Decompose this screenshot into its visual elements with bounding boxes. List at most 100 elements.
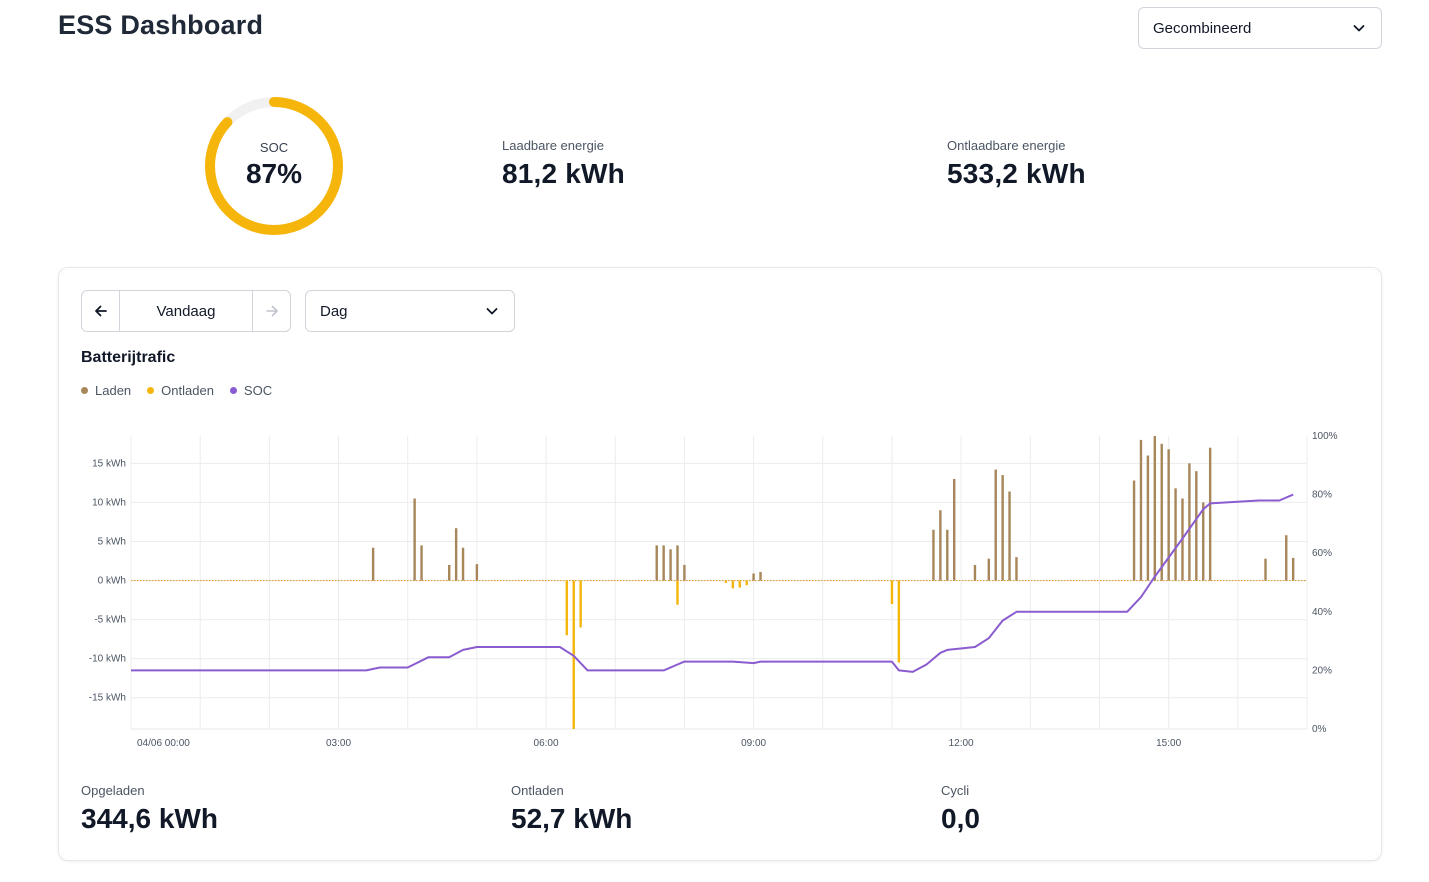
ontladen-bar xyxy=(890,580,894,604)
mode-select-value: Gecombineerd xyxy=(1153,19,1252,37)
date-navigator: Vandaag xyxy=(81,290,291,332)
soc-label: SOC xyxy=(259,140,289,155)
y-left-tick-label: -10 kWh xyxy=(89,654,126,665)
laden-bar xyxy=(932,529,935,581)
stat-cycles: Cycli 0,0 xyxy=(941,783,980,835)
laden-bar xyxy=(1008,491,1011,581)
y-left-tick-label: 10 kWh xyxy=(92,497,126,508)
ontladen-bar xyxy=(676,580,679,605)
x-tick-label: 03:00 xyxy=(326,738,351,749)
y-left-tick-label: 0 kWh xyxy=(98,576,126,587)
laden-bar xyxy=(371,547,375,581)
previous-day-button[interactable] xyxy=(82,291,120,331)
x-tick-label: 12:00 xyxy=(949,738,974,749)
laden-bar xyxy=(1146,455,1150,581)
ontladen-bar xyxy=(731,580,735,589)
x-tick-label: 04/06 00:00 xyxy=(137,738,190,749)
laden-bar xyxy=(1153,436,1157,581)
next-day-button[interactable] xyxy=(252,291,290,331)
laden-bar xyxy=(1195,471,1198,581)
legend-label: Laden xyxy=(95,383,132,398)
battery-traffic-chart: 15 kWh 10 kWh 5 kWh 0 kWh -5 kWh -10 kWh -15 k… xyxy=(89,431,1338,749)
period-select[interactable]: Dag xyxy=(305,290,515,332)
ontladen-bar xyxy=(579,580,582,628)
chart-legend: Laden Ontladen SOC xyxy=(81,383,272,398)
legend-item-laden[interactable]: Laden xyxy=(81,383,131,398)
arrow-right-icon xyxy=(265,305,278,317)
laden-bar xyxy=(1160,443,1163,581)
laden-bar xyxy=(939,510,942,581)
mode-select[interactable]: Gecombineerd xyxy=(1138,7,1382,49)
soc-line xyxy=(131,493,1294,673)
laden-bar xyxy=(1208,447,1212,581)
battery-traffic-card: Vandaag Dag Batterijtrafic Laden Ontladen… xyxy=(58,267,1382,861)
soc-value: 87% xyxy=(245,158,303,189)
legend-label: Ontladen xyxy=(161,383,214,398)
kpi-chargeable-label: Laadbare energie xyxy=(502,138,604,153)
y-left-tick-label: -5 kWh xyxy=(94,615,126,626)
laden-bar xyxy=(1188,463,1191,581)
laden-bar xyxy=(461,547,465,581)
laden-bar xyxy=(1167,449,1170,581)
laden-bar xyxy=(420,545,423,581)
laden-bar xyxy=(946,529,949,581)
laden-bar xyxy=(759,571,762,581)
laden-bar xyxy=(683,564,686,581)
stat-discharged-label: Ontladen xyxy=(511,783,564,798)
chart-title: Batterijtrafic xyxy=(81,349,176,366)
laden-bar xyxy=(1264,558,1267,581)
ontladen-bar xyxy=(724,580,728,583)
laden-bar xyxy=(994,469,997,581)
laden-bar xyxy=(662,545,665,581)
y-right-tick-label: 100% xyxy=(1312,431,1338,442)
stat-cycles-label: Cycli xyxy=(941,783,970,798)
legend-dot xyxy=(147,387,155,394)
chevron-down-icon xyxy=(486,308,498,315)
arrow-left-icon xyxy=(94,305,107,317)
y-right-tick-label: 0% xyxy=(1312,724,1327,735)
laden-bar xyxy=(973,564,977,581)
kpi-chargeable-value: 81,2 kWh xyxy=(502,158,625,189)
y-right-tick-label: 60% xyxy=(1312,548,1332,559)
laden-bar xyxy=(676,545,679,581)
stat-cycles-value: 0,0 xyxy=(941,803,980,834)
x-tick-label: 09:00 xyxy=(741,738,766,749)
ontladen-bar xyxy=(745,580,748,586)
x-tick-label: 06:00 xyxy=(534,738,559,749)
laden-bar xyxy=(1174,488,1177,581)
legend-item-soc[interactable]: SOC xyxy=(229,383,273,398)
legend-dot xyxy=(229,387,237,394)
y-left-tick-label: -15 kWh xyxy=(89,693,126,704)
ontladen-bar xyxy=(897,580,901,663)
y-right-tick-label: 40% xyxy=(1312,607,1332,618)
laden-bar xyxy=(1001,475,1004,581)
stat-discharged-value: 52,7 kWh xyxy=(511,803,633,834)
ontladen-bar xyxy=(565,580,569,636)
laden-bar xyxy=(1139,439,1143,581)
date-label: Vandaag xyxy=(156,302,216,320)
y-left-tick-label: 5 kWh xyxy=(98,536,126,547)
stat-discharged: Ontladen 52,7 kWh xyxy=(511,783,632,835)
chevron-down-icon xyxy=(1353,25,1365,32)
laden-bar xyxy=(1202,502,1205,581)
stat-charged-label: Opgeladen xyxy=(81,783,145,798)
laden-bar xyxy=(987,558,990,581)
y-right-tick-label: 20% xyxy=(1312,665,1332,676)
legend-dot xyxy=(81,387,88,394)
laden-bar xyxy=(475,564,479,581)
y-right-tick-label: 80% xyxy=(1312,490,1332,501)
laden-bar xyxy=(1291,557,1295,581)
legend-item-ontladen[interactable]: Ontladen xyxy=(147,383,214,398)
kpi-dischargeable-energy: Ontlaadbare energie 533,2 kWh xyxy=(947,138,1086,190)
kpi-chargeable-energy: Laadbare energie 81,2 kWh xyxy=(502,138,625,190)
stat-charged-value: 344,6 kWh xyxy=(81,803,218,834)
soc-gauge: SOC 87% xyxy=(200,92,348,240)
laden-bar xyxy=(953,478,956,581)
x-tick-label: 15:00 xyxy=(1156,738,1181,749)
period-select-value: Dag xyxy=(320,302,348,320)
laden-bar xyxy=(1132,480,1136,581)
legend-label: SOC xyxy=(243,383,273,398)
kpi-dischargeable-label: Ontlaadbare energie xyxy=(947,138,1066,153)
laden-bar xyxy=(448,564,451,581)
page-title: ESS Dashboard xyxy=(58,10,264,40)
